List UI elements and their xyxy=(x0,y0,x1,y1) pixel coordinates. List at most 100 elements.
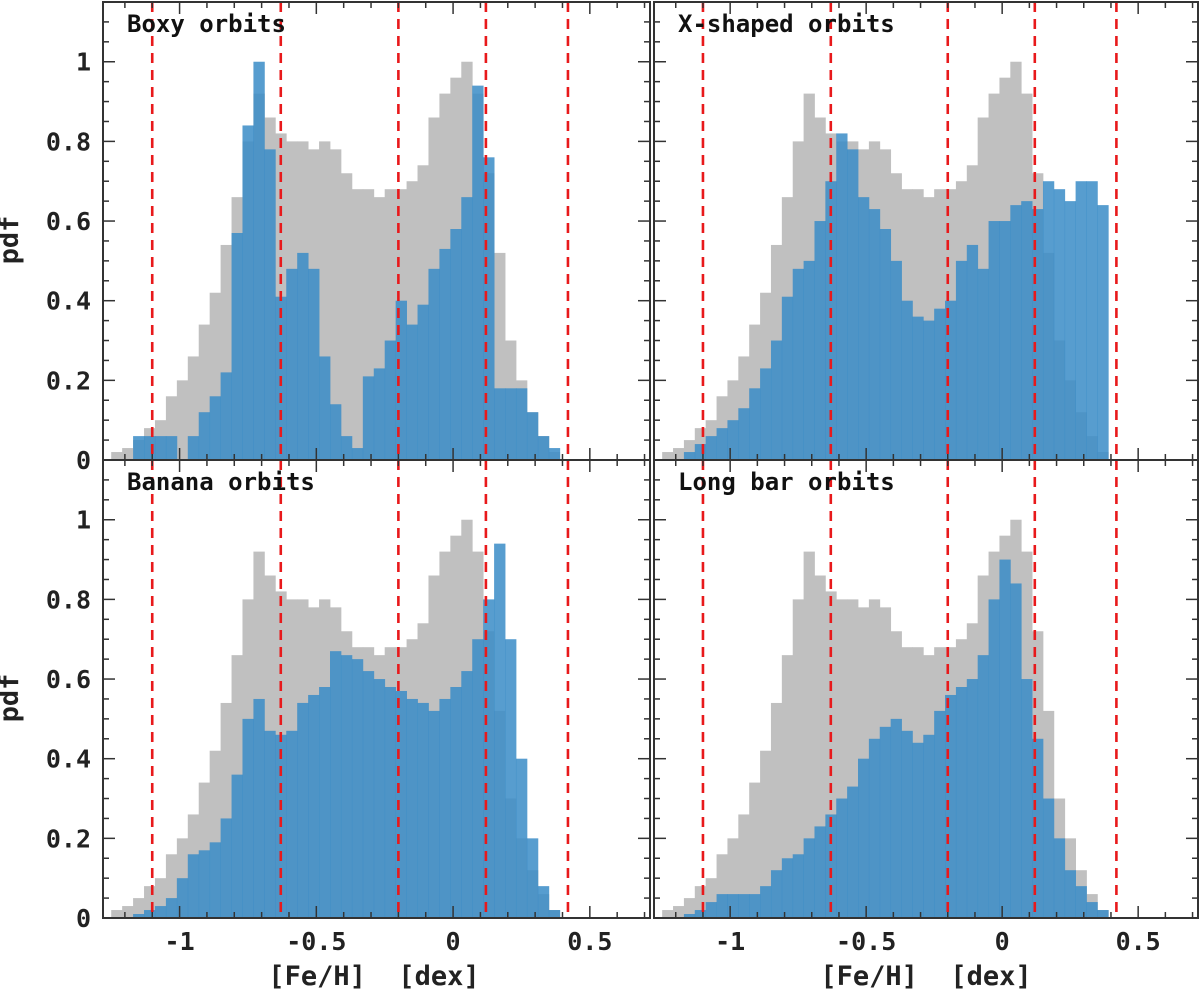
bar-orbit-35 xyxy=(1042,181,1055,460)
bar-orbit-40 xyxy=(548,448,561,460)
bar-all-8 xyxy=(749,782,761,918)
bar-orbit-14 xyxy=(814,221,826,460)
y-axis-title-top: pdf xyxy=(0,216,25,265)
bar-orbit-10 xyxy=(220,372,232,460)
bar-orbit-37 xyxy=(515,758,528,918)
bar-orbit-17 xyxy=(297,702,309,918)
bar-all-4 xyxy=(154,878,167,918)
bar-all-0 xyxy=(662,910,674,918)
bar-orbit-13 xyxy=(253,61,265,460)
bar-orbit-24 xyxy=(923,320,935,460)
bar-orbit-23 xyxy=(912,316,924,460)
bar-all-35 xyxy=(494,252,506,460)
bar-orbit-36 xyxy=(1053,838,1066,918)
bar-orbit-17 xyxy=(847,786,859,918)
bar-orbit-36 xyxy=(505,639,517,918)
bar-orbit-26 xyxy=(945,300,957,460)
bar-orbit-30 xyxy=(988,221,1000,460)
bar-orbit-40 xyxy=(1097,910,1109,918)
bar-orbit-5 xyxy=(165,436,178,460)
bar-orbit-20 xyxy=(330,651,342,918)
bar-orbit-21 xyxy=(340,655,353,918)
bar-all-5 xyxy=(165,396,178,460)
bar-all-22 xyxy=(351,189,364,460)
bar-orbit-4 xyxy=(705,902,717,918)
bar-orbit-9 xyxy=(209,842,222,918)
bar-all-24 xyxy=(373,197,386,460)
panel-frame xyxy=(653,459,1199,919)
bar-orbit-37 xyxy=(1064,201,1076,460)
bar-orbit-14 xyxy=(264,730,276,918)
bar-orbit-15 xyxy=(825,181,837,460)
bar-orbit-22 xyxy=(901,300,913,460)
bar-orbit-17 xyxy=(297,252,309,460)
bar-all-10 xyxy=(220,244,232,460)
bar-orbit-4 xyxy=(154,906,167,918)
bar-orbit-33 xyxy=(472,85,484,461)
bar-orbit-32 xyxy=(1010,205,1022,460)
y-tick-label: 0.6 xyxy=(46,207,91,236)
bar-all-0 xyxy=(111,452,123,460)
bar-orbit-38 xyxy=(1075,886,1087,918)
bar-orbit-9 xyxy=(760,368,772,460)
bar-orbit-37 xyxy=(515,388,528,460)
panels-layer: Boxy orbits 0 0.2 0.4 0.6 0.8 1 X-shaped orbits… xyxy=(46,1,1199,956)
bar-orbit-13 xyxy=(803,838,815,918)
bar-orbit-21 xyxy=(890,718,902,918)
bar-orbit-24 xyxy=(373,679,386,918)
x-tick-label: 0.5 xyxy=(1116,927,1161,956)
bar-orbit-38 xyxy=(526,412,539,460)
bar-orbit-32 xyxy=(1010,583,1022,918)
bar-orbit-40 xyxy=(548,910,561,918)
bar-all-19 xyxy=(319,141,331,461)
bar-orbit-36 xyxy=(505,388,517,460)
bar-orbit-5 xyxy=(716,428,728,460)
bar-orbit-8 xyxy=(749,388,761,460)
bar-orbit-31 xyxy=(450,687,462,918)
bar-orbit-35 xyxy=(494,543,506,918)
panel-frame xyxy=(102,459,651,919)
panel-title-0: Boxy orbits xyxy=(127,10,286,38)
bar-orbit-2 xyxy=(683,914,696,918)
bar-orbit-6 xyxy=(176,878,189,918)
bar-orbit-40 xyxy=(1097,205,1109,460)
bar-orbit-29 xyxy=(428,268,440,460)
x-tick-label: -1 xyxy=(715,927,745,956)
bar-orbit-39 xyxy=(1086,181,1098,460)
bar-all-7 xyxy=(738,814,750,918)
y-tick-label: 0 xyxy=(76,446,91,475)
bar-orbit-19 xyxy=(319,356,331,460)
bar-all-3 xyxy=(144,886,156,918)
y-tick-label: 1 xyxy=(76,506,91,535)
bar-all-23 xyxy=(362,189,375,460)
bar-orbit-14 xyxy=(264,149,276,461)
bar-all-2 xyxy=(683,440,696,460)
bar-all-6 xyxy=(176,380,189,460)
bar-orbit-34 xyxy=(483,157,495,461)
bar-orbit-24 xyxy=(923,734,935,918)
bar-orbit-25 xyxy=(384,340,397,460)
y-tick-label: 0.2 xyxy=(46,824,91,853)
bar-orbit-4 xyxy=(154,436,167,460)
bar-orbit-35 xyxy=(1042,798,1055,918)
bar-orbit-28 xyxy=(417,304,429,460)
bar-all-11 xyxy=(781,655,794,918)
bar-orbit-22 xyxy=(901,730,913,918)
bar-orbit-28 xyxy=(417,702,429,918)
bar-orbit-12 xyxy=(792,854,804,918)
y-tick-label: 1 xyxy=(76,48,91,77)
y-tick-label: 0.2 xyxy=(46,366,91,395)
bar-orbit-11 xyxy=(781,296,794,460)
bar-all-6 xyxy=(727,838,739,918)
bar-all-21 xyxy=(340,173,353,460)
bar-orbit-38 xyxy=(1075,181,1087,460)
bar-orbit-5 xyxy=(165,898,178,918)
y-tick-label: 0.4 xyxy=(46,745,91,774)
bar-orbit-6 xyxy=(727,894,739,918)
x-axis-title-left: [Fe/H] [dex] xyxy=(268,961,479,992)
bar-orbit-28 xyxy=(966,679,979,918)
bar-orbit-3 xyxy=(144,910,156,918)
bar-all-7 xyxy=(187,356,200,460)
bar-all-1 xyxy=(673,906,685,918)
bar-orbit-27 xyxy=(406,324,418,460)
